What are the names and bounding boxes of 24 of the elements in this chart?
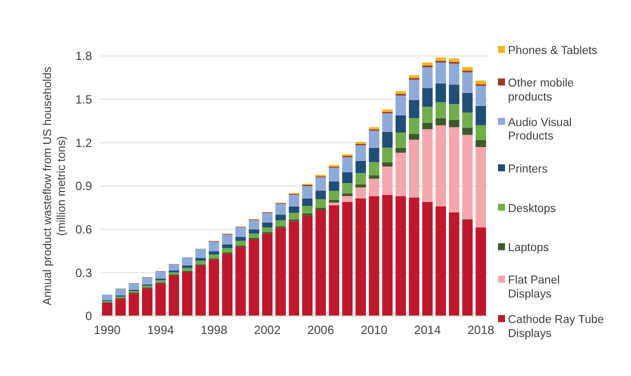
x-tick-label: 1998: [200, 323, 228, 337]
x-tick-label: 2018: [467, 323, 494, 337]
legend-label: Audio Visual Products: [508, 116, 572, 143]
legend-label: Printers: [508, 163, 548, 176]
legend-label: Cathode Ray Tube Displays: [508, 314, 604, 340]
y-tick-label: 1.8: [75, 49, 92, 64]
legend-label: Laptops: [508, 242, 550, 254]
legend-label: Desktops: [508, 202, 556, 215]
y-tick-label: 1.5: [75, 92, 92, 107]
y-tick-label: 0.3: [75, 266, 92, 280]
y-tick-label: 0.6: [75, 222, 92, 237]
x-tick-label: 2002: [254, 323, 281, 337]
x-tick-label: 2014: [414, 323, 442, 337]
x-tick-label: 2006: [307, 323, 334, 337]
x-tick-label: 1994: [147, 323, 174, 337]
x-tick-label: 1990: [94, 323, 121, 337]
legend-label: Phones & Tablets: [508, 45, 598, 58]
y-tick-label: 0: [85, 309, 92, 324]
legend-label: Other mobile products: [508, 77, 574, 104]
y-tick-label: 0.9: [75, 179, 92, 194]
y-tick-label: 1.2: [75, 136, 92, 150]
legend-label: Flat Panel Displays: [508, 274, 560, 300]
x-tick-label: 2010: [360, 323, 388, 337]
y-axis-title: Annual product wasteflow from US households (million metric tons): [42, 66, 68, 306]
